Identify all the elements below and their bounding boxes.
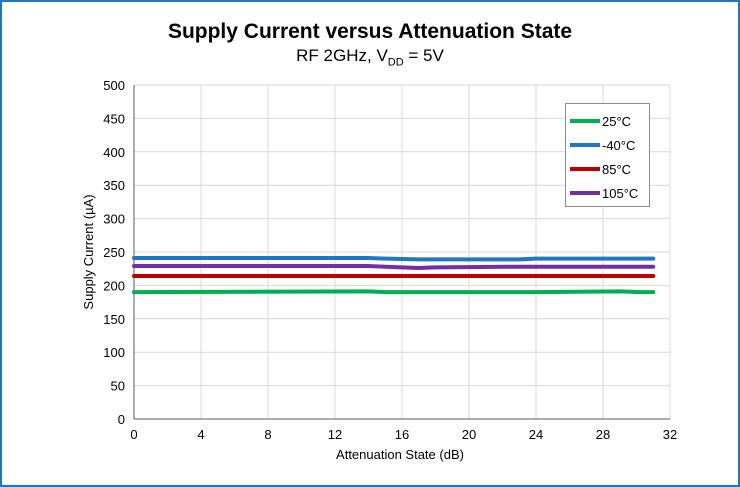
x-tick-label: 4 bbox=[197, 427, 204, 442]
chart-title: Supply Current versus Attenuation State bbox=[167, 20, 573, 43]
y-tick-label: 300 bbox=[103, 212, 125, 227]
subtitle-suffix: = 5V bbox=[403, 46, 444, 65]
y-tick-label: 400 bbox=[103, 145, 125, 160]
y-axis-label: Supply Current (µA) bbox=[81, 194, 96, 309]
tick-labels: 0 50 100 150 200 250 300 350 400 450 500 0 4 8 12 16 20 2… bbox=[103, 78, 677, 442]
y-tick-label: 250 bbox=[103, 245, 125, 260]
y-tick-label: 150 bbox=[103, 312, 125, 327]
legend-swatch bbox=[570, 191, 600, 195]
subtitle-prefix: RF 2GHz, V bbox=[296, 46, 388, 65]
axes bbox=[133, 85, 670, 420]
legend-label: 85°C bbox=[602, 161, 632, 177]
x-tick-label: 28 bbox=[596, 427, 610, 442]
x-tick-label: 8 bbox=[264, 427, 271, 442]
legend-item: 85°C bbox=[566, 157, 649, 181]
legend-item: -40°C bbox=[566, 133, 649, 157]
series-line-105C bbox=[132, 264, 656, 271]
x-axis-label: Attenuation State (dB) bbox=[336, 447, 464, 462]
x-tick-label: 32 bbox=[663, 427, 677, 442]
series-line-25C bbox=[132, 289, 656, 295]
legend: 25°C -40°C 85°C 105°C bbox=[565, 103, 650, 207]
legend-item: 105°C bbox=[566, 181, 649, 205]
chart-subtitle: RF 2GHz, VDD = 5V bbox=[0, 46, 740, 68]
x-tick-label: 20 bbox=[462, 427, 476, 442]
legend-label: -40°C bbox=[602, 137, 636, 153]
legend-swatch bbox=[570, 167, 600, 171]
grid bbox=[134, 84, 671, 419]
y-tick-label: 200 bbox=[103, 278, 125, 293]
subtitle-subscript: DD bbox=[387, 56, 404, 69]
y-tick-label: 50 bbox=[111, 379, 125, 394]
series-line--40C bbox=[132, 256, 656, 262]
x-tick-label: 12 bbox=[328, 427, 342, 442]
legend-label: 105°C bbox=[602, 185, 639, 201]
legend-swatch bbox=[570, 143, 600, 147]
legend-item: 25°C bbox=[566, 109, 649, 133]
y-tick-label: 100 bbox=[103, 345, 125, 360]
x-tick-label: 24 bbox=[529, 427, 543, 442]
y-tick-label: 350 bbox=[103, 178, 125, 193]
legend-swatch bbox=[570, 119, 600, 123]
x-tick-label: 0 bbox=[130, 427, 137, 442]
y-tick-label: 500 bbox=[103, 78, 125, 93]
series-lines bbox=[132, 256, 656, 295]
y-tick-label: 450 bbox=[103, 111, 125, 126]
y-tick-label: 0 bbox=[118, 412, 125, 427]
legend-label: 25°C bbox=[602, 113, 632, 129]
x-tick-label: 16 bbox=[395, 427, 409, 442]
